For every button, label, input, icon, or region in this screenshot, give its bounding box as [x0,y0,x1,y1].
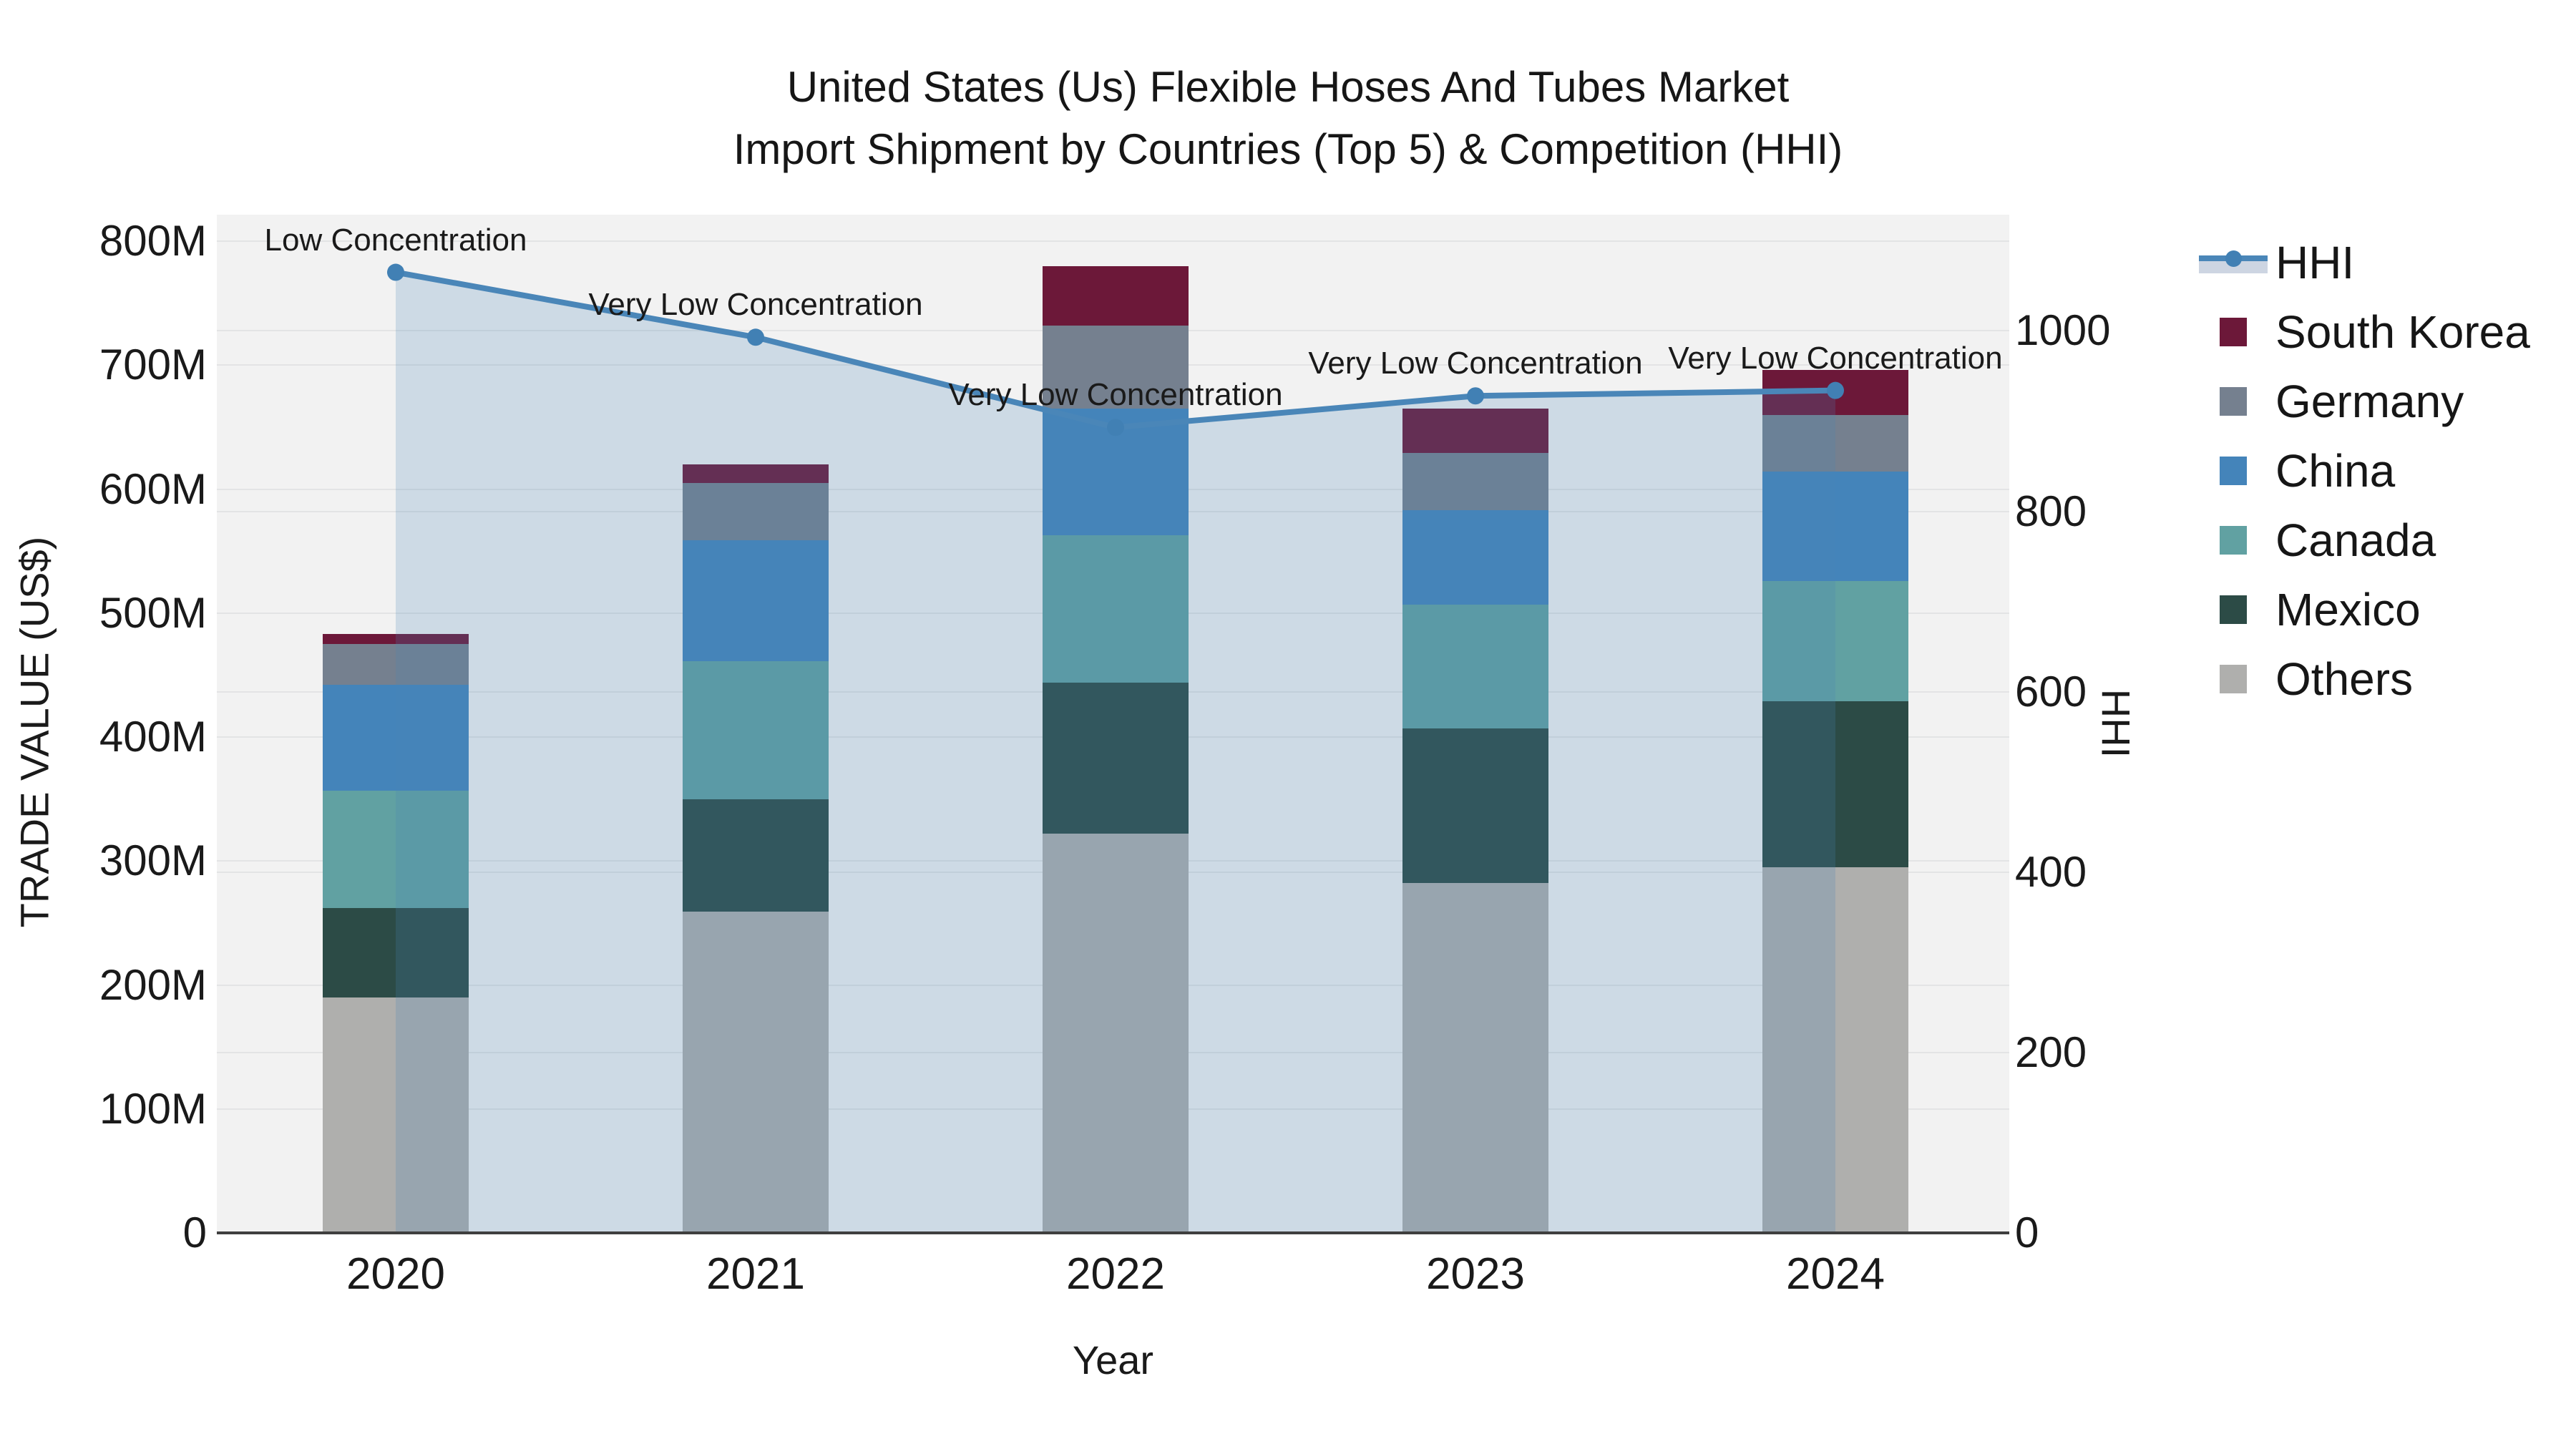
bar-segment-germany-2022[interactable] [1043,325,1189,409]
hhi-annotation-2023: Very Low Concentration [1308,346,1643,381]
bar-segment-china-2024[interactable] [1762,472,1908,581]
color-swatch [2220,456,2247,485]
color-swatch [2220,664,2247,693]
chart-title: United States (Us) Flexible Hoses And Tu… [0,56,2576,180]
hhi-marker-2023[interactable] [1467,387,1484,405]
legend-label: Mexico [2275,583,2421,635]
color-swatch [2220,386,2247,416]
color-swatch [2220,525,2247,555]
legend-label: South Korea [2275,306,2530,358]
legend: HHI South Korea Germany China Canada Mexico Ot… [2191,228,2530,713]
left-tick-400M: 400M [99,713,207,761]
x-tick-2024: 2024 [1786,1249,1885,1299]
legend-item-others[interactable]: Others [2191,644,2530,713]
hhi-line-canvas[interactable] [217,215,2009,1233]
hhi-marker-2022[interactable] [1107,419,1124,436]
hhi-annotation-2024: Very Low Concentration [1668,340,2003,376]
legend-item-china[interactable]: China [2191,436,2530,505]
left-tick-200M: 200M [99,960,207,1009]
bar-segment-others-2021[interactable] [683,912,829,1233]
legend-item-mexico[interactable]: Mexico [2191,575,2530,644]
left-tick-100M: 100M [99,1084,207,1133]
bar-segment-china-2021[interactable] [683,540,829,662]
x-tick-2020: 2020 [346,1249,445,1299]
bar-segment-south-korea-2022[interactable] [1043,265,1189,326]
bar-segment-china-2020[interactable] [323,685,469,791]
bar-segment-others-2020[interactable] [323,997,469,1233]
left-axis-title: TRADE VALUE (US$) [11,536,57,928]
bar-segment-canada-2021[interactable] [683,661,829,799]
legend-item-hhi[interactable]: HHI [2191,228,2530,297]
left-tick-800M: 800M [99,217,207,265]
right-tick-1000: 1000 [2015,306,2111,355]
legend-label: Others [2275,653,2414,705]
bar-segment-canada-2024[interactable] [1762,580,1908,701]
legend-label: China [2275,444,2396,497]
bar-segment-germany-2020[interactable] [323,644,469,686]
bar-segment-others-2023[interactable] [1402,883,1548,1233]
right-tick-400: 400 [2015,847,2087,896]
legend-label: HHI [2275,236,2355,288]
bar-segment-mexico-2023[interactable] [1402,728,1548,884]
x-tick-2022: 2022 [1066,1249,1165,1299]
bar-segment-south-korea-2020[interactable] [323,634,469,645]
legend-swatch-south-korea [2191,297,2275,366]
bar-segment-others-2024[interactable] [1762,867,1908,1233]
legend-item-canada[interactable]: Canada [2191,505,2530,575]
color-swatch [2220,595,2247,624]
legend-swatch-mexico [2191,575,2275,644]
hhi-marker-2024[interactable] [1827,381,1844,399]
bar-segment-germany-2023[interactable] [1402,453,1548,510]
hhi-marker-2020[interactable] [387,263,404,281]
right-tick-600: 600 [2015,667,2087,716]
legend-swatch-china [2191,436,2275,505]
left-tick-500M: 500M [99,588,207,637]
legend-label: Germany [2275,375,2464,427]
hhi-area-fill [396,272,1835,1233]
chart-title-line2: Import Shipment by Countries (Top 5) & C… [733,125,1843,173]
right-tick-800: 800 [2015,487,2087,535]
hhi-annotation-2020: Low Concentration [264,222,527,258]
x-tick-2023: 2023 [1426,1249,1525,1299]
bar-segment-canada-2022[interactable] [1043,535,1189,683]
bar-segment-mexico-2022[interactable] [1043,682,1189,834]
hhi-annotation-2022: Very Low Concentration [948,377,1283,413]
x-axis-line [217,1231,2009,1234]
legend-swatch-germany [2191,366,2275,436]
legend-swatch-others [2191,644,2275,713]
hhi-area-swatch [2199,260,2268,273]
hhi-annotation-2021: Very Low Concentration [588,287,923,323]
bar-segment-mexico-2020[interactable] [323,908,469,997]
bar-segment-mexico-2024[interactable] [1762,701,1908,867]
right-tick-200: 200 [2015,1028,2087,1076]
legend-label: Canada [2275,514,2436,566]
left-tick-600M: 600M [99,464,207,513]
bar-segment-germany-2021[interactable] [683,482,829,540]
legend-item-south-korea[interactable]: South Korea [2191,297,2530,366]
x-tick-2021: 2021 [706,1249,805,1299]
bar-segment-south-korea-2023[interactable] [1402,408,1548,454]
bar-segment-south-korea-2021[interactable] [683,464,829,483]
x-axis-title: Year [1072,1337,1154,1382]
bar-segment-china-2023[interactable] [1402,510,1548,605]
left-tick-700M: 700M [99,341,207,389]
bar-segment-canada-2020[interactable] [323,790,469,909]
left-tick-300M: 300M [99,836,207,885]
color-swatch [2220,317,2247,346]
hhi-marker-2021[interactable] [747,328,764,346]
left-tick-0: 0 [182,1209,207,1257]
right-axis-title: HHI [2093,688,2139,758]
chart-title-line1: United States (Us) Flexible Hoses And Tu… [786,63,1790,111]
right-tick-0: 0 [2015,1209,2039,1257]
legend-swatch-canada [2191,505,2275,575]
bar-segment-germany-2024[interactable] [1762,414,1908,472]
hhi-marker-swatch [2225,250,2242,267]
bar-segment-mexico-2021[interactable] [683,799,829,912]
legend-item-germany[interactable]: Germany [2191,366,2530,436]
bar-segment-canada-2023[interactable] [1402,604,1548,728]
hhi-line-icon [2191,228,2275,297]
bar-segment-others-2022[interactable] [1043,834,1189,1233]
gridline-left-axis [217,240,2009,243]
